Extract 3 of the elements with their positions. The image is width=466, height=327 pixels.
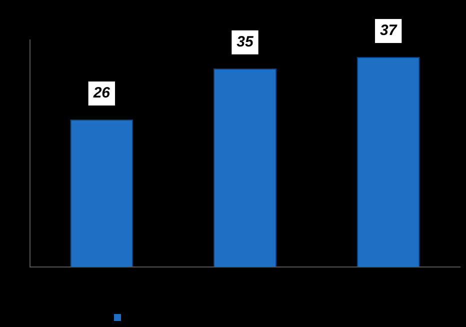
data-label: 35 bbox=[236, 34, 254, 51]
data-label: 37 bbox=[380, 22, 398, 40]
data-label: 26 bbox=[92, 84, 111, 102]
